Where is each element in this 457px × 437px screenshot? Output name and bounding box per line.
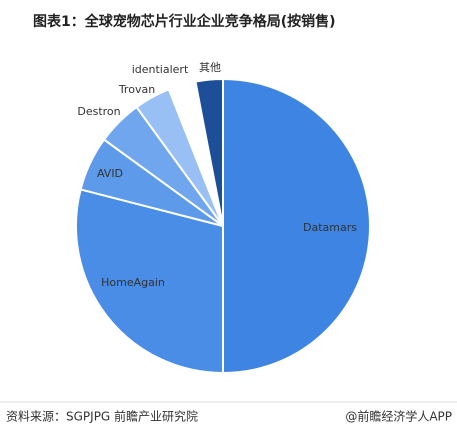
pie-slice xyxy=(194,77,224,227)
slice-label: Datamars xyxy=(303,221,357,234)
slice-label: Destron xyxy=(77,105,120,118)
slice-label: HomeAgain xyxy=(101,276,165,289)
slice-label: 其他 xyxy=(199,61,221,74)
pie-slice xyxy=(222,77,371,375)
brand: @前瞻经济学人APP xyxy=(345,409,452,424)
source-note: 资料来源：SGPJPG 前瞻产业研究院 xyxy=(6,409,198,424)
pie-slice xyxy=(75,188,224,375)
slice-label: AVID xyxy=(97,167,123,180)
slice-label: identialert xyxy=(132,63,189,76)
chart-title: 图表1：全球宠物芯片行业企业竞争格局(按销售) xyxy=(33,13,336,30)
slice-label: Trovan xyxy=(118,83,155,96)
